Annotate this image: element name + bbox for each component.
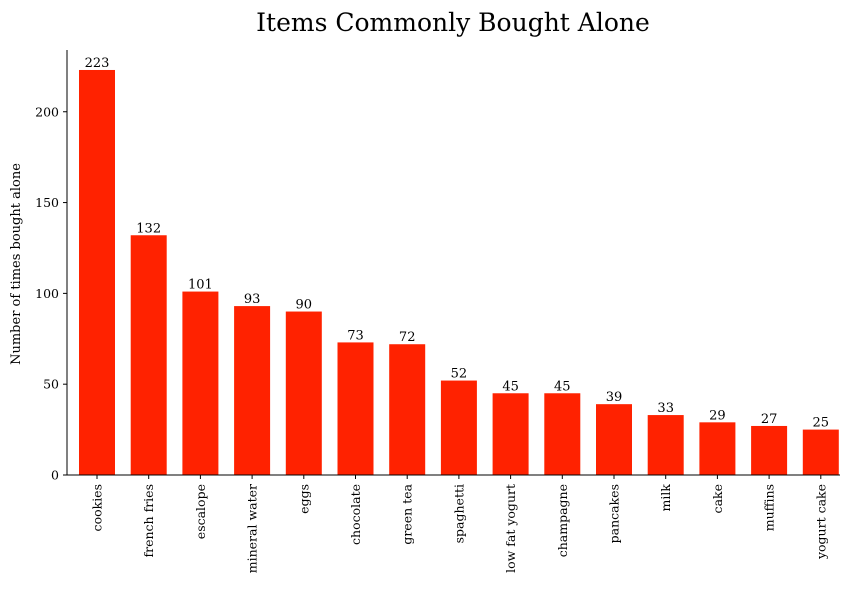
x-tick-label: pancakes [607,484,622,543]
bar-muffins [751,425,788,475]
bar-escalope [182,291,219,475]
bar-low-fat-yogurt [492,393,529,475]
x-tick-label: muffins [762,484,777,531]
bar-yogurt-cake [802,429,839,475]
x-tick-label: yogurt cake [813,484,828,560]
data-label-champagne: 45 [554,379,571,394]
x-tick-label: french fries [141,484,156,558]
x-tick-label: spaghetti [451,484,466,543]
bars-group [79,69,839,475]
y-tick-label: 0 [51,468,59,483]
data-label-french-fries: 132 [136,221,161,236]
x-tick-label: chocolate [348,484,363,545]
y-axis-ticks: 0 50 100 150 200 [35,104,67,483]
x-tick-label: green tea [400,483,415,544]
data-label-mineral-water: 93 [244,292,261,307]
y-tick-label: 100 [35,286,59,301]
bar-pancakes [596,404,632,475]
data-label-chocolate: 73 [347,328,364,343]
x-tick-label: champagne [555,484,570,557]
chart-title: Items Commonly Bought Alone [256,8,650,37]
bar-cake [699,422,736,475]
x-tick-label: milk [658,484,673,512]
data-label-escalope: 101 [188,278,213,293]
data-label-low-fat-yogurt: 45 [502,379,519,394]
bar-spaghetti [440,380,477,475]
data-label-milk: 33 [657,401,674,416]
y-tick-label: 50 [43,377,59,392]
bar-french-fries [130,235,167,475]
data-label-cake: 29 [709,408,726,423]
x-tick-label: cookies [90,484,105,531]
bar-cookies [79,69,115,475]
bar-green-tea [389,344,426,475]
x-tick-label: low fat yogurt [503,484,518,573]
bar-eggs [285,311,322,475]
y-tick-label: 150 [35,195,59,210]
bar-milk [647,415,684,475]
data-label-eggs: 90 [296,298,313,313]
y-tick-label: 200 [35,104,59,119]
x-axis-ticks: cookies french fries escalope mineral water… [90,475,828,573]
data-labels-group: 223 132 101 93 90 73 72 52 45 45 39 33 29 27 25 [85,56,829,431]
x-tick-label: escalope [193,484,208,539]
x-tick-label: eggs [296,484,311,514]
bar-chocolate [337,342,374,475]
data-label-yogurt-cake: 25 [813,416,830,431]
x-tick-label: cake [710,484,725,513]
bar-mineral-water [234,306,271,475]
data-label-spaghetti: 52 [451,367,468,382]
data-label-pancakes: 39 [606,390,623,405]
data-label-cookies: 223 [85,56,110,71]
bar-champagne [544,393,581,475]
x-tick-label: mineral water [245,484,260,573]
y-axis-label: Number of times bought alone [9,163,24,365]
data-label-muffins: 27 [761,412,778,427]
data-label-green-tea: 72 [399,330,416,345]
